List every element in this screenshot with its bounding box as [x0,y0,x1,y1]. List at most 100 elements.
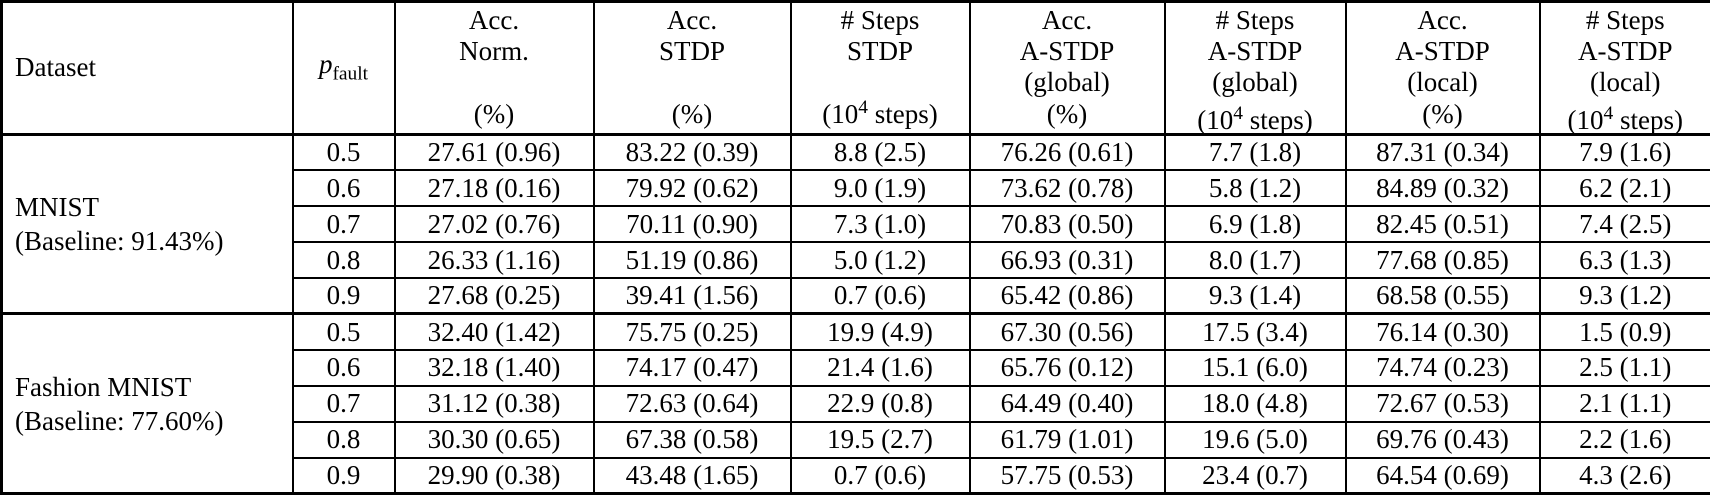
cell-p-fault: 0.8 [291,420,396,459]
header-line: A-STDP [1395,36,1490,66]
dataset-line: (Baseline: 77.60%) [15,405,224,436]
table-row: 0.6 32.18 (1.40) 74.17 (0.47) 21.4 (1.6) 65.… [2,348,1710,387]
p-fault-math-label: pfault [318,49,369,85]
cell-acc-norm: 27.02 (0.76) [393,205,595,244]
cell-acc-norm: 32.18 (1.40) [393,348,595,387]
cell-steps-astdp-global: 7.7 (1.8) [1163,133,1347,172]
cell-acc-norm: 27.18 (0.16) [393,169,595,208]
cell-steps-stdp: 7.3 (1.0) [789,205,971,244]
cell-steps-astdp-local: 7.9 (1.6) [1538,133,1710,172]
cell-p-fault: 0.5 [291,133,396,172]
table-row: Fashion MNIST (Baseline: 77.60%) 0.5 32.40 … [0,312,1710,495]
cell-steps-astdp-global: 19.6 (5.0) [1163,420,1347,459]
header-cell-acc-astdp-global: Acc. A-STDP (global) (%) [968,0,1166,136]
cell-steps-astdp-global: 6.9 (1.8) [1163,205,1347,244]
table-header-row: Dataset pfault Acc. Norm. (%) Acc. STDP (%) # St… [0,0,1710,136]
cell-acc-stdp: 67.38 (0.58) [592,420,792,459]
header-cell-acc-norm: Acc. Norm. (%) [393,0,595,136]
header-line: STDP [658,36,726,66]
table-row: 0.7 27.02 (0.76) 70.11 (0.90) 7.3 (1.0) 70.8… [2,205,1710,244]
header-line: (global) [1024,67,1110,97]
cell-acc-stdp: 39.41 (1.56) [592,277,792,315]
cell-steps-stdp: 22.9 (0.8) [789,384,971,423]
cell-acc-norm: 27.61 (0.96) [393,133,595,172]
cell-p-fault: 0.8 [291,241,396,280]
header-unit: (%) [1422,99,1463,129]
cell-steps-astdp-global: 15.1 (6.0) [1163,348,1347,387]
cell-acc-astdp-global: 57.75 (0.53) [968,456,1166,495]
header-line: (local) [1590,67,1661,97]
cell-acc-norm: 32.40 (1.42) [393,312,595,351]
cell-acc-stdp: 43.48 (1.65) [592,456,792,495]
table-row: 0.6 27.18 (0.16) 79.92 (0.62) 9.0 (1.9) 73.6… [2,169,1710,208]
dataset-cell: MNIST (Baseline: 91.43%) [0,132,294,315]
cell-acc-astdp-local: 64.54 (0.69) [1344,456,1541,495]
cell-acc-astdp-local: 84.89 (0.32) [1344,169,1541,208]
header-cell-steps-astdp-local: # Steps A-STDP (local) (104 steps) [1538,0,1710,136]
cell-acc-astdp-local: 68.58 (0.55) [1344,277,1541,315]
header-line: (global) [1212,67,1298,97]
cell-acc-astdp-global: 64.49 (0.40) [968,384,1166,423]
dataset-line: MNIST [15,192,100,223]
header-unit: (%) [1046,99,1088,129]
header-line: A-STDP [1019,36,1115,66]
cell-steps-astdp-global: 5.8 (1.2) [1163,169,1347,208]
header-line: Norm. [459,36,529,66]
cell-steps-astdp-local: 2.5 (1.1) [1538,348,1710,387]
cell-acc-astdp-local: 69.76 (0.43) [1344,420,1541,459]
cell-steps-astdp-global: 17.5 (3.4) [1163,312,1347,351]
cell-steps-astdp-local: 2.1 (1.1) [1538,384,1710,423]
cell-steps-astdp-global: 9.3 (1.4) [1163,277,1347,315]
table-row: 0.8 26.33 (1.16) 51.19 (0.86) 5.0 (1.2) 66.9… [2,241,1710,280]
cell-acc-astdp-global: 73.62 (0.78) [968,169,1166,208]
header-line: (local) [1407,67,1478,97]
header-line: # Steps [840,5,920,35]
header-unit: (104 steps) [1567,103,1683,135]
header-cell-acc-astdp-local: Acc. A-STDP (local) (%) [1344,0,1541,136]
cell-acc-astdp-local: 77.68 (0.85) [1344,241,1541,280]
table-body: MNIST (Baseline: 91.43%) 0.5 27.61 (0.96) 83… [0,132,1710,495]
cell-steps-astdp-global: 18.0 (4.8) [1163,384,1347,423]
cell-steps-astdp-local: 7.4 (2.5) [1538,205,1710,244]
header-line: Acc. [666,5,718,35]
cell-steps-stdp: 21.4 (1.6) [789,348,971,387]
cell-steps-astdp-local: 6.3 (1.3) [1538,241,1710,280]
dataset-line: Fashion MNIST [15,371,192,402]
cell-p-fault: 0.6 [291,169,396,208]
cell-steps-stdp: 0.7 (0.6) [789,456,971,495]
table-row: 0.7 31.12 (0.38) 72.63 (0.64) 22.9 (0.8) 64.… [2,384,1710,423]
cell-acc-stdp: 51.19 (0.86) [592,241,792,280]
header-cell-dataset: Dataset [0,0,294,136]
cell-p-fault: 0.9 [291,456,396,495]
dataset-cell: Fashion MNIST (Baseline: 77.60%) [0,312,294,495]
cell-steps-astdp-local: 6.2 (2.1) [1538,169,1710,208]
cell-acc-astdp-global: 66.93 (0.31) [968,241,1166,280]
cell-acc-astdp-local: 72.67 (0.53) [1344,384,1541,423]
cell-acc-stdp: 72.63 (0.64) [592,384,792,423]
cell-acc-stdp: 79.92 (0.62) [592,169,792,208]
header-cell-acc-stdp: Acc. STDP (%) [592,0,792,136]
cell-steps-stdp: 0.7 (0.6) [789,277,971,315]
dataset-line: (Baseline: 91.43%) [15,226,224,257]
header-line: Acc. [1041,5,1093,35]
header-line: STDP [846,36,913,66]
cell-steps-stdp: 5.0 (1.2) [789,241,971,280]
cell-acc-stdp: 83.22 (0.39) [592,133,792,172]
cell-acc-stdp: 74.17 (0.47) [592,348,792,387]
cell-steps-astdp-global: 8.0 (1.7) [1163,241,1347,280]
header-cell-steps-astdp-global: # Steps A-STDP (global) (104 steps) [1163,0,1347,136]
header-cell-p-fault: pfault [291,0,396,136]
cell-steps-astdp-local: 2.2 (1.6) [1538,420,1710,459]
cell-steps-stdp: 9.0 (1.9) [789,169,971,208]
cell-steps-astdp-local: 4.3 (2.6) [1538,456,1710,495]
cell-steps-astdp-global: 23.4 (0.7) [1163,456,1347,495]
header-line: Acc. [468,5,520,35]
cell-acc-stdp: 75.75 (0.25) [592,312,792,351]
cell-p-fault: 0.6 [291,348,396,387]
header-line: A-STDP [1207,36,1303,66]
cell-acc-astdp-global: 65.76 (0.12) [968,348,1166,387]
header-line: A-STDP [1577,36,1673,66]
cell-acc-astdp-local: 87.31 (0.34) [1344,133,1541,172]
